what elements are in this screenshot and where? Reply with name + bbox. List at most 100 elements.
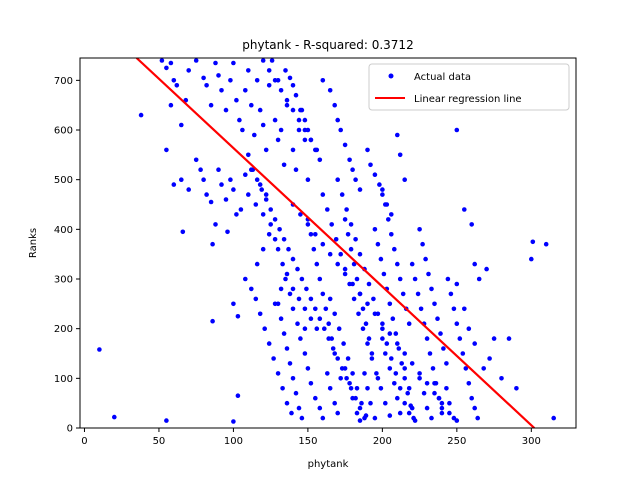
- data-point: [257, 182, 263, 187]
- data-point: [429, 415, 434, 421]
- data-point: [433, 381, 439, 386]
- data-point: [441, 346, 446, 351]
- data-point: [332, 311, 338, 317]
- data-point: [365, 341, 370, 346]
- data-point: [360, 326, 366, 332]
- data-point: [377, 182, 382, 187]
- data-point: [344, 207, 349, 212]
- data-point: [280, 386, 285, 391]
- data-point: [198, 167, 203, 172]
- data-point: [290, 286, 296, 292]
- data-point: [397, 276, 403, 282]
- data-point: [174, 83, 180, 88]
- legend-box: [368, 63, 570, 111]
- data-point: [308, 296, 314, 302]
- data-point: [408, 403, 414, 409]
- data-point: [290, 256, 296, 262]
- data-point: [225, 229, 230, 235]
- data-point: [506, 336, 512, 341]
- data-point: [235, 314, 241, 319]
- data-point: [240, 127, 245, 133]
- y-axis-label: Ranks: [28, 228, 39, 258]
- data-point: [354, 276, 360, 282]
- data-point: [427, 351, 433, 356]
- data-point: [168, 60, 174, 66]
- data-point: [395, 395, 400, 401]
- data-point: [462, 207, 467, 212]
- data-point: [423, 256, 428, 262]
- data-point: [344, 376, 349, 381]
- data-point: [272, 78, 278, 83]
- data-point: [278, 127, 284, 133]
- data-point: [260, 58, 266, 63]
- data-point: [164, 147, 169, 153]
- data-point: [159, 58, 165, 63]
- data-point: [249, 102, 254, 108]
- data-point: [345, 356, 351, 361]
- data-point: [338, 251, 344, 257]
- data-point: [272, 301, 278, 307]
- data-point: [223, 107, 229, 113]
- data-point: [257, 311, 263, 317]
- y-tick-label: 100: [54, 374, 73, 385]
- data-point: [417, 371, 422, 376]
- data-point: [293, 167, 299, 172]
- data-point: [171, 78, 177, 83]
- data-point: [180, 229, 186, 235]
- data-point: [396, 346, 402, 351]
- chart-title: phytank - R-squared: 0.3712: [242, 38, 413, 52]
- data-point: [243, 88, 248, 93]
- data-point: [278, 286, 284, 292]
- data-point: [234, 97, 239, 103]
- data-point: [296, 296, 302, 302]
- data-point: [357, 291, 363, 297]
- data-point: [314, 326, 320, 332]
- x-tick-label: 50: [153, 436, 166, 447]
- data-point: [213, 60, 218, 66]
- data-point: [365, 301, 370, 307]
- y-tick-label: 600: [54, 126, 73, 137]
- data-point: [320, 241, 326, 247]
- data-point: [399, 361, 405, 366]
- data-point: [253, 296, 259, 302]
- data-point: [204, 192, 209, 197]
- data-point: [298, 107, 303, 113]
- data-point: [365, 386, 370, 391]
- data-point: [231, 187, 236, 192]
- x-tick-label: 150: [298, 436, 317, 447]
- data-point: [299, 276, 305, 282]
- data-point: [384, 202, 390, 207]
- data-point: [330, 346, 336, 351]
- data-point: [266, 232, 272, 237]
- data-point: [469, 395, 475, 401]
- data-point: [402, 177, 408, 182]
- data-point: [402, 351, 408, 356]
- data-point: [551, 415, 556, 421]
- data-point: [243, 172, 248, 177]
- data-point: [447, 400, 452, 406]
- data-point: [289, 410, 294, 416]
- data-point: [339, 192, 345, 197]
- data-point: [290, 376, 296, 381]
- data-point: [278, 316, 284, 322]
- data-point: [424, 336, 430, 341]
- data-point: [320, 415, 326, 421]
- data-point: [317, 405, 323, 411]
- data-point: [342, 217, 348, 222]
- data-point: [397, 410, 403, 416]
- data-point: [439, 400, 445, 406]
- data-point: [345, 232, 351, 237]
- data-point: [268, 222, 274, 227]
- data-point: [219, 182, 224, 187]
- data-point: [308, 316, 314, 322]
- data-point: [179, 122, 184, 128]
- data-point: [383, 351, 388, 356]
- data-point: [368, 400, 373, 406]
- data-point: [417, 376, 422, 381]
- data-point: [466, 326, 472, 332]
- data-point: [395, 261, 400, 267]
- data-point: [475, 415, 481, 421]
- data-point: [390, 316, 396, 322]
- data-point: [323, 306, 329, 312]
- data-point: [372, 172, 378, 177]
